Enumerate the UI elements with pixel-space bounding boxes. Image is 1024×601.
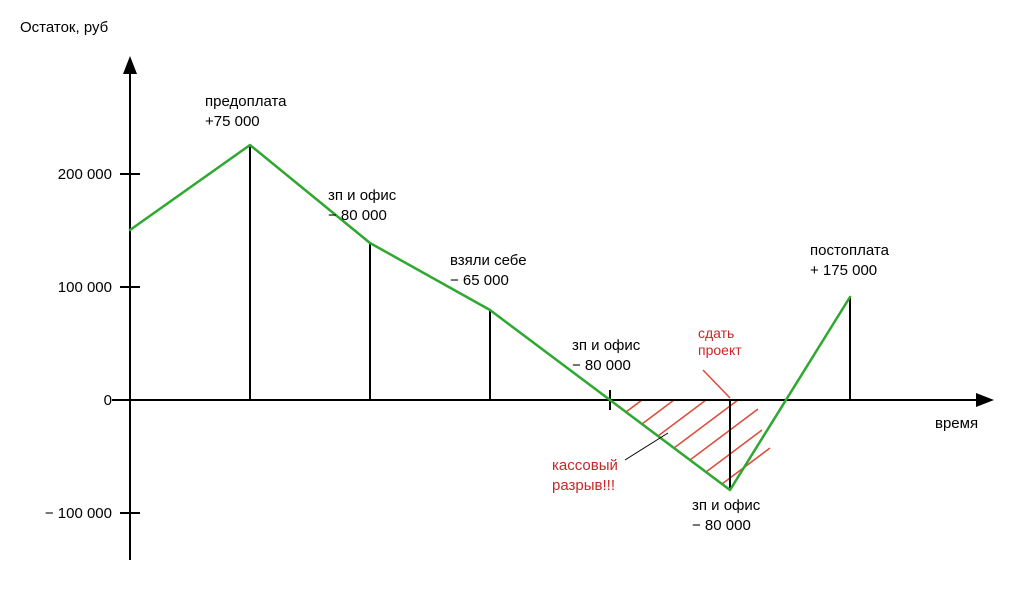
- event-label: постоплата: [810, 242, 890, 259]
- y-axis-title: Остаток, руб: [20, 19, 108, 36]
- chart-background: [0, 0, 1024, 601]
- event-label: зп и офис: [572, 337, 641, 354]
- x-axis-title: время: [935, 415, 978, 432]
- y-tick-label: 0: [104, 392, 112, 409]
- event-label-value: − 80 000: [692, 517, 751, 534]
- event-label-value: − 65 000: [450, 272, 509, 289]
- cash-gap-label: разрыв!!!: [552, 477, 615, 494]
- event-label: взяли себе: [450, 252, 527, 269]
- y-tick-label: − 100 000: [45, 505, 112, 522]
- deliver-label: сдать: [698, 325, 734, 341]
- event-label-value: − 80 000: [328, 207, 387, 224]
- deliver-label: проект: [698, 342, 742, 358]
- event-label-value: +75 000: [205, 113, 260, 130]
- cashflow-chart: 200 000 100 000 0 − 100 000 Остаток, руб врем…: [0, 0, 1024, 601]
- event-label: зп и офис: [692, 497, 761, 514]
- event-label: зп и офис: [328, 187, 397, 204]
- cash-gap-label: кассовый: [552, 457, 618, 474]
- y-tick-label: 200 000: [58, 166, 112, 183]
- y-tick-label: 100 000: [58, 279, 112, 296]
- event-label-value: + 175 000: [810, 262, 877, 279]
- event-label: предоплата: [205, 93, 287, 110]
- event-label-value: − 80 000: [572, 357, 631, 374]
